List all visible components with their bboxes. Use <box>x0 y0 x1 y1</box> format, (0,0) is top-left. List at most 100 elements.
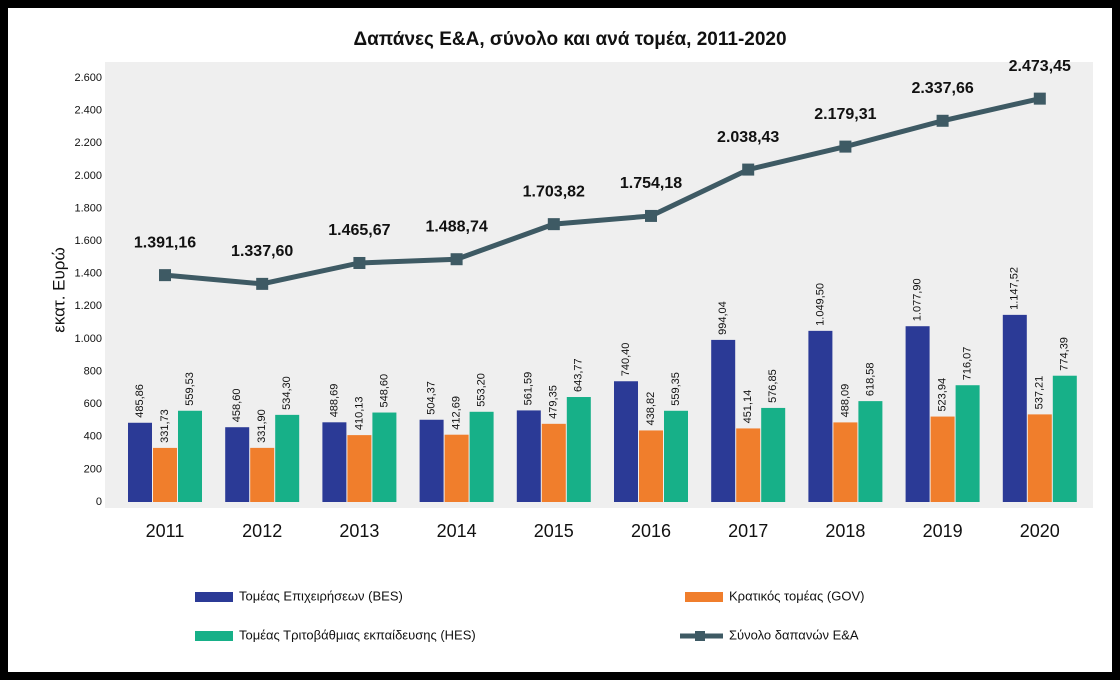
line-value-label: 1.465,67 <box>328 222 390 239</box>
bar-value-label: 537,21 <box>1034 376 1046 410</box>
bar-value-label: 618,58 <box>864 362 876 396</box>
bar <box>711 339 736 502</box>
bar <box>347 435 372 502</box>
bar <box>566 397 591 502</box>
line-marker <box>839 140 852 153</box>
bar-value-label: 1.077,90 <box>912 278 924 321</box>
line-marker <box>936 114 949 127</box>
bar <box>128 422 152 502</box>
y-tick-label: 2.400 <box>74 105 102 117</box>
x-tick-label: 2016 <box>631 521 671 541</box>
x-tick-label: 2013 <box>339 521 379 541</box>
y-tick-label: 2.000 <box>74 170 102 182</box>
bar-value-label: 716,07 <box>962 347 974 381</box>
line-marker <box>742 163 755 176</box>
y-tick-label: 1.000 <box>74 333 102 345</box>
bar-value-label: 458,60 <box>231 389 243 423</box>
line-marker <box>256 277 269 290</box>
legend-swatch <box>695 631 705 641</box>
bar-value-label: 331,90 <box>256 409 268 443</box>
bar-value-label: 412,69 <box>451 396 463 430</box>
x-tick-label: 2020 <box>1020 521 1060 541</box>
bar-value-label: 485,86 <box>134 384 146 418</box>
bar-value-label: 643,77 <box>573 358 585 392</box>
x-tick-label: 2014 <box>437 521 477 541</box>
bar <box>808 330 833 502</box>
x-tick-label: 2017 <box>728 521 768 541</box>
bar <box>372 412 397 502</box>
y-tick-label: 600 <box>84 398 102 410</box>
y-tick-label: 2.600 <box>74 72 102 84</box>
y-axis-title: εκατ. Ευρώ <box>49 247 68 332</box>
bar <box>858 401 883 502</box>
bar <box>955 385 980 502</box>
y-tick-label: 200 <box>84 463 102 475</box>
line-value-label: 1.488,74 <box>425 218 487 235</box>
line-marker <box>450 253 463 266</box>
line-marker <box>547 218 560 231</box>
bar-value-label: 548,60 <box>378 374 390 408</box>
bar-value-label: 479,35 <box>548 385 560 419</box>
line-marker <box>1033 92 1046 105</box>
bar-value-label: 576,85 <box>767 369 779 403</box>
y-tick-label: 800 <box>84 365 102 377</box>
y-tick-label: 1.800 <box>74 202 102 214</box>
line-value-label: 1.337,60 <box>231 243 293 260</box>
bar <box>516 410 541 502</box>
line-marker <box>353 256 366 269</box>
bar <box>905 326 930 502</box>
bar-value-label: 534,30 <box>281 376 293 410</box>
bar-value-label: 740,40 <box>620 343 632 377</box>
bar-value-label: 438,82 <box>645 392 657 426</box>
legend-label: Κρατικός τομέας (GOV) <box>729 588 864 603</box>
line-value-label: 2.038,43 <box>717 129 779 146</box>
bar <box>833 422 858 502</box>
line-value-label: 1.703,82 <box>523 183 585 200</box>
bar <box>1027 414 1052 502</box>
bar <box>541 423 566 502</box>
line-value-label: 2.337,66 <box>911 80 973 97</box>
legend-swatch <box>195 592 233 602</box>
y-tick-label: 400 <box>84 431 102 443</box>
bar-value-label: 553,20 <box>476 373 488 407</box>
y-tick-label: 1.200 <box>74 300 102 312</box>
bar <box>153 447 177 502</box>
line <box>164 96 1041 287</box>
bar-value-label: 559,35 <box>670 372 682 406</box>
bar-value-label: 561,59 <box>523 372 535 406</box>
line-marker <box>645 209 657 222</box>
bar-value-label: 1.147,52 <box>1009 267 1021 310</box>
x-tick-label: 2012 <box>242 521 282 541</box>
bar-value-label: 331,73 <box>159 409 171 443</box>
bar-value-label: 774,39 <box>1059 337 1071 371</box>
bar <box>250 447 275 502</box>
bar <box>225 427 250 502</box>
line-marker <box>159 269 171 282</box>
legend-label: Τομέας Επιχειρήσεων (BES) <box>239 588 403 603</box>
bar <box>664 410 688 502</box>
line-value-label: 1.754,18 <box>620 175 682 192</box>
bar <box>419 419 444 502</box>
y-tick-label: 2.200 <box>74 137 102 149</box>
bar <box>178 410 202 502</box>
bar-value-label: 994,04 <box>717 301 729 335</box>
bar <box>930 416 955 502</box>
bar-value-label: 410,13 <box>353 396 365 430</box>
bar-value-label: 488,69 <box>328 384 340 418</box>
legend-swatch <box>195 631 233 641</box>
y-tick-label: 1.600 <box>74 235 102 247</box>
bar <box>1052 375 1077 502</box>
bar <box>469 411 494 502</box>
line-value-label: 1.391,16 <box>134 234 196 251</box>
bar <box>736 428 761 502</box>
x-tick-label: 2011 <box>146 521 185 541</box>
y-tick-label: 0 <box>96 496 102 508</box>
x-tick-label: 2015 <box>534 521 574 541</box>
x-tick-label: 2018 <box>825 521 865 541</box>
legend-swatch <box>685 592 723 602</box>
bar <box>639 430 663 502</box>
bar-value-label: 451,14 <box>742 390 754 424</box>
chart-title: Δαπάνες Ε&Α, σύνολο και ανά τομέα, 2011-… <box>353 29 786 50</box>
